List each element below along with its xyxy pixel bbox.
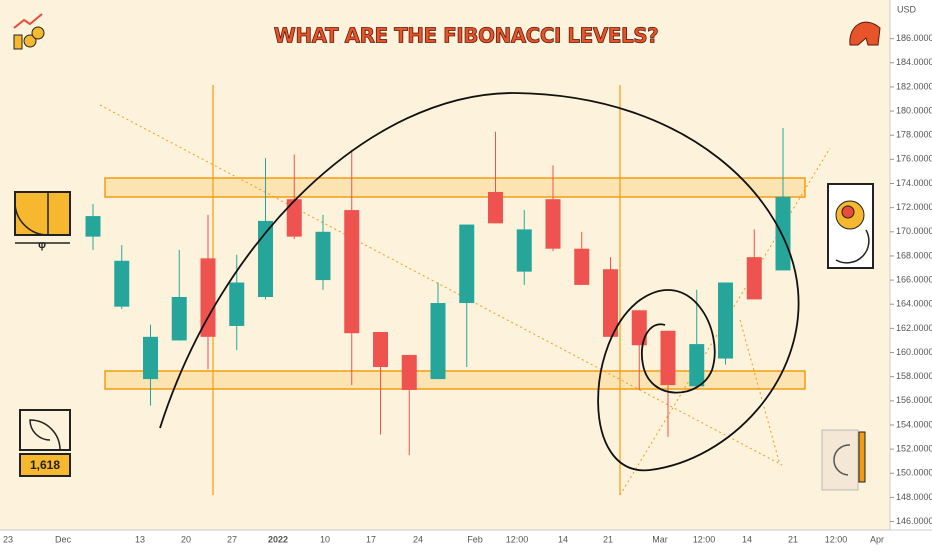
y-tick-label: 182.00000: [896, 81, 932, 91]
candle-body: [574, 248, 590, 285]
candle-body: [373, 332, 388, 368]
candle-body: [746, 257, 762, 300]
golden-ratio-icon: 1,618: [19, 409, 71, 477]
y-tick-label: 166.00000: [896, 274, 932, 284]
x-tick-label: 2022: [268, 534, 288, 544]
helmet-icon: [849, 21, 881, 46]
candle-body: [85, 216, 101, 237]
candle-body: [315, 231, 331, 281]
y-tick-label: 170.00000: [896, 226, 932, 236]
candle-body: [258, 220, 273, 297]
golden-ratio-label: 1,618: [30, 458, 60, 472]
x-tick-label: 10: [320, 534, 330, 544]
x-tick-label: 12:00: [506, 534, 529, 544]
y-tick-label: 184.00000: [896, 57, 932, 67]
y-tick-label: 150.00000: [896, 468, 932, 478]
candle-body: [229, 282, 245, 326]
candle-body: [516, 229, 532, 272]
x-tick-label: 14: [742, 534, 752, 544]
x-tick-label: 23: [3, 534, 13, 544]
candle-body: [603, 269, 618, 337]
fibonacci-spiral: [159, 92, 800, 471]
candle-body: [689, 344, 705, 387]
candle-body: [401, 354, 417, 390]
y-tick-label: 178.00000: [896, 130, 932, 140]
chart-title: WHAT ARE THE FIBONACCI LEVELS?: [274, 24, 658, 48]
candle-body: [631, 310, 647, 346]
candle-body: [114, 260, 130, 307]
candle-body: [775, 196, 791, 271]
x-tick-label: 17: [366, 534, 376, 544]
y-tick-label: 180.00000: [896, 105, 932, 115]
candle-body: [143, 336, 158, 380]
y-tick-label: 146.00000: [896, 516, 932, 526]
x-tick-label: 13: [135, 534, 145, 544]
fib-trendline: [739, 319, 781, 466]
x-tick-label: Dec: [55, 534, 72, 544]
y-tick-label: 186.00000: [896, 33, 932, 43]
x-tick-label: Mar: [652, 534, 668, 544]
y-tick-label: 160.00000: [896, 347, 932, 357]
plot-area: [0, 0, 890, 530]
x-tick-label: 27: [227, 534, 237, 544]
x-tick-label: 21: [788, 534, 798, 544]
golden-rectangle-icon: φ: [14, 191, 71, 251]
x-tick-label: 20: [181, 534, 191, 544]
fib-trendline: [99, 104, 783, 466]
x-tick-label: 12:00: [825, 534, 848, 544]
fib-band: [104, 370, 806, 390]
x-tick-label: 14: [558, 534, 568, 544]
candle-body: [200, 258, 216, 337]
candle-body: [488, 191, 503, 224]
x-tick-label: 21: [603, 534, 613, 544]
x-tick-label: Feb: [467, 534, 483, 544]
x-tick-label: 12:00: [693, 534, 716, 544]
x-tick-label: 24: [413, 534, 423, 544]
candle-body: [171, 296, 187, 341]
candle-body: [545, 199, 561, 249]
candle-body: [286, 199, 302, 237]
y-tick-label: 164.00000: [896, 299, 932, 309]
candle-body: [344, 210, 360, 334]
y-tick-label: 158.00000: [896, 371, 932, 381]
y-tick-label: 156.00000: [896, 395, 932, 405]
y-tick-label: 176.00000: [896, 154, 932, 164]
y-tick-label: 172.00000: [896, 202, 932, 212]
pencil-icon: [821, 429, 866, 491]
y-tick-label: 162.00000: [896, 323, 932, 333]
phi-label: φ: [38, 239, 46, 251]
spiral-icon: [827, 183, 874, 269]
candle-body: [718, 282, 733, 359]
fib-band: [104, 177, 806, 198]
y-tick-label: 168.00000: [896, 250, 932, 260]
money-icon: [13, 13, 45, 50]
candle-body: [459, 224, 475, 304]
y-tick-label: 152.00000: [896, 443, 932, 453]
candle-body: [660, 330, 676, 386]
currency-label: USD: [897, 4, 917, 14]
y-tick-label: 154.00000: [896, 419, 932, 429]
y-tick-label: 174.00000: [896, 178, 932, 188]
candle-body: [430, 303, 446, 380]
y-tick-label: 148.00000: [896, 492, 932, 502]
x-tick-label: Apr: [870, 534, 884, 544]
